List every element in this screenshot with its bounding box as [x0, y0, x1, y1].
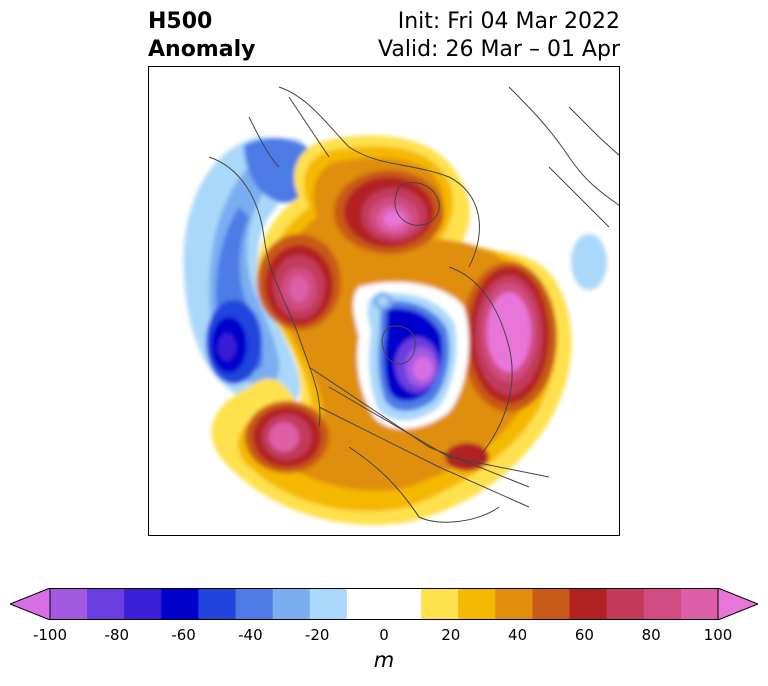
title-type: Anomaly	[148, 37, 256, 62]
coastlines	[208, 86, 619, 523]
colorbar-tick-label: -80	[104, 626, 130, 644]
colorbar-tick-label: 100	[703, 626, 733, 644]
valid-range: Valid: 26 Mar – 01 Apr	[378, 37, 620, 62]
colorbar-cell	[495, 588, 533, 620]
anomaly-map	[148, 66, 620, 536]
colorbar-tick-label: 20	[441, 626, 461, 644]
colorbar-tick-label: -100	[32, 626, 68, 644]
colorbar-cell	[532, 588, 571, 620]
colorbar-cell	[198, 588, 237, 620]
colorbar-cell	[272, 588, 311, 620]
colorbar-tick-label: 80	[641, 626, 661, 644]
colorbar-cell	[606, 588, 645, 620]
colorbar-cell	[421, 588, 459, 620]
colorbar-cell	[458, 588, 496, 620]
colorbar-tick-label: -40	[238, 626, 263, 644]
colorbar-cell	[309, 588, 348, 620]
colorbar	[10, 588, 758, 620]
map-dates: Init: Fri 04 Mar 2022 Valid: 26 Mar – 01…	[378, 8, 620, 64]
colorbar-tick-label: -60	[171, 626, 196, 644]
map-title: H500 Anomaly	[148, 8, 255, 64]
colorbar-cell	[384, 588, 422, 620]
colorbar-cell	[50, 588, 88, 620]
anomaly-field	[183, 86, 619, 525]
colorbar-tick-label: 0	[379, 626, 389, 644]
colorbar-cell	[643, 588, 682, 620]
init-date: Init: Fri 04 Mar 2022	[397, 9, 620, 34]
colorbar-cell	[569, 588, 608, 620]
colorbar-cell	[124, 588, 162, 620]
colorbar-extend-left	[10, 588, 51, 620]
colorbar-tick-label: 60	[574, 626, 594, 644]
colorbar-extend-right	[717, 588, 758, 620]
colorbar-cell	[161, 588, 199, 620]
colorbar-unit: m	[373, 648, 395, 672]
colorbar-cell	[235, 588, 274, 620]
title-variable: H500	[148, 9, 213, 34]
colorbar-cell	[346, 588, 385, 620]
colorbar-frame	[49, 588, 719, 620]
colorbar-tick-label: -20	[304, 626, 330, 644]
colorbar-cell	[87, 588, 125, 620]
colorbar-tick-label: 40	[508, 626, 528, 644]
colorbar-cell	[680, 588, 719, 620]
